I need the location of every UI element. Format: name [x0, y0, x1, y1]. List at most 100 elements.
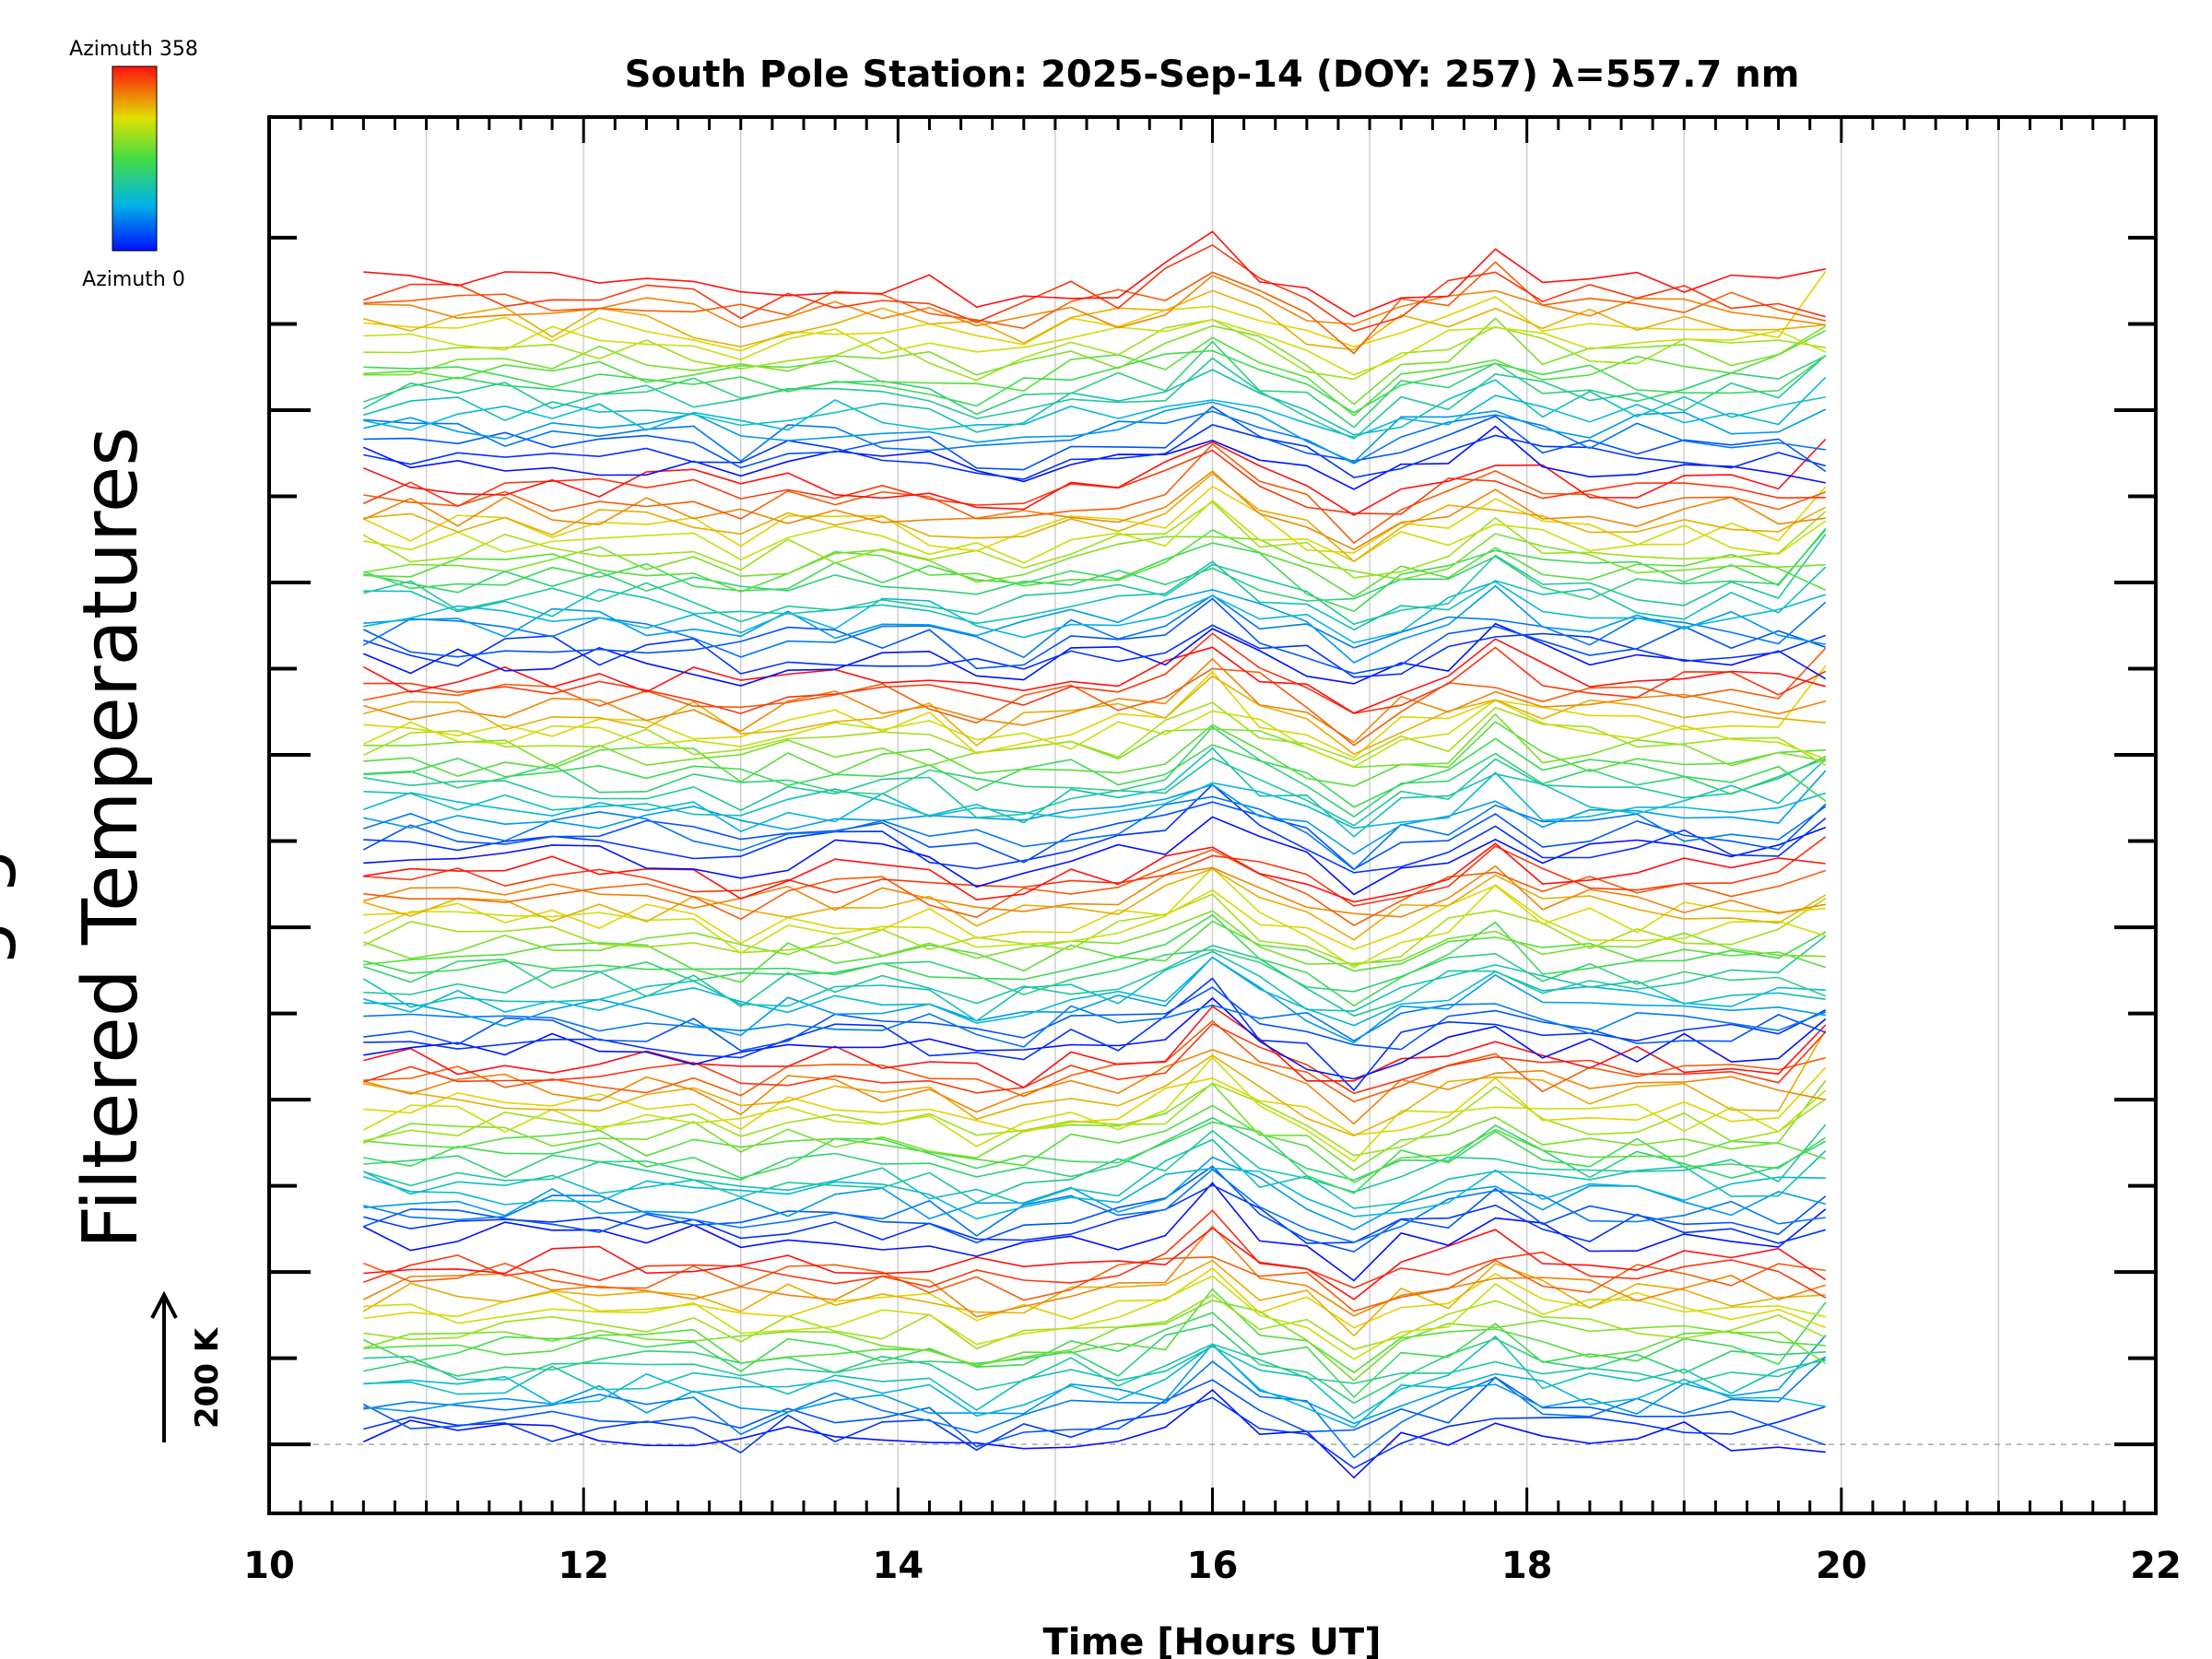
- azimuth-trace: [363, 349, 1827, 414]
- azimuth-trace: [363, 289, 1826, 351]
- azimuth-trace: [363, 1167, 1826, 1220]
- azimuth-trace: [363, 318, 1826, 382]
- azimuth-trace: [363, 1343, 1827, 1391]
- azimuth-trace: [363, 1104, 1827, 1184]
- azimuth-trace: [363, 771, 1827, 833]
- azimuth-trace: [363, 1227, 1827, 1300]
- azimuth-trace: [362, 1182, 1827, 1282]
- axis-ticks: [267, 117, 2158, 1513]
- azimuth-trace: [363, 747, 1827, 838]
- x-tick-label: 16: [1187, 1545, 1239, 1587]
- azimuth-trace: [363, 230, 1826, 318]
- azimuth-trace: [362, 354, 1827, 441]
- azimuth-trace: [363, 376, 1827, 439]
- azimuth-trace: [363, 836, 1827, 907]
- azimuth-trace: [362, 470, 1826, 551]
- azimuth-trace: [363, 274, 1826, 329]
- azimuth-trace: [363, 1019, 1826, 1103]
- azimuth-trace: [362, 1225, 1827, 1318]
- azimuth-trace: [363, 527, 1827, 613]
- azimuth-trace: [363, 1030, 1827, 1137]
- azimuth-trace: [363, 657, 1827, 744]
- azimuth-trace: [362, 701, 1827, 767]
- azimuth-trace: [363, 1335, 1826, 1420]
- azimuth-trace: [362, 597, 1827, 675]
- azimuth-trace: [363, 1294, 1827, 1350]
- azimuth-trace: [363, 1255, 1826, 1312]
- azimuth-trace: [363, 1184, 1827, 1244]
- chart-title: South Pole Station: 2025-Sep-14 (DOY: 25…: [625, 53, 1800, 96]
- azimuth-trace: [363, 533, 1826, 583]
- azimuth-trace: [363, 1266, 1827, 1329]
- azimuth-trace: [363, 472, 1827, 563]
- azimuth-trace: [363, 795, 1827, 871]
- azimuth-trace: [363, 986, 1827, 1052]
- azimuth-trace: [363, 884, 1826, 950]
- colorbar: Azimuth 358 Azimuth 0: [69, 38, 198, 291]
- azimuth-trace: [363, 675, 1826, 756]
- x-tick-labels: 10 12 14 16 18 20 22: [243, 1545, 2182, 1587]
- colorbar-gradient: [112, 65, 158, 252]
- azimuth-trace: [363, 1121, 1827, 1194]
- x-tick-label: 12: [558, 1545, 609, 1587]
- azimuth-trace: [363, 329, 1827, 418]
- grid: [425, 117, 2000, 1513]
- azimuth-trace: [363, 1082, 1827, 1157]
- azimuth-trace: [363, 632, 1827, 714]
- azimuth-trace: [363, 500, 1827, 564]
- azimuth-trace: [363, 424, 1827, 480]
- azimuth-trace: [363, 243, 1827, 333]
- azimuth-trace: [363, 956, 1826, 1027]
- azimuth-trace: [363, 401, 1827, 464]
- azimuth-trace: [363, 1003, 1827, 1048]
- azimuth-trace: [363, 1049, 1826, 1125]
- azimuth-trace: [363, 1324, 1826, 1405]
- azimuth-trace: [363, 270, 1827, 352]
- azimuth-trace: [363, 410, 1826, 465]
- azimuth-trace: [363, 1124, 1827, 1204]
- azimuth-trace: [363, 317, 1827, 406]
- azimuth-trace: [362, 950, 1826, 1022]
- azimuth-trace: [363, 1300, 1827, 1382]
- azimuth-trace: [362, 500, 1827, 579]
- azimuth-trace: [363, 910, 1826, 965]
- azimuth-trace: [363, 1022, 1827, 1095]
- azimuth-trace: [363, 956, 1826, 1044]
- azimuth-trace: [362, 1376, 1827, 1448]
- azimuth-trace: [362, 1301, 1827, 1399]
- x-axis-label: Time [Hours UT]: [1043, 1621, 1382, 1659]
- scale-bar: 200 K: [150, 1290, 226, 1442]
- azimuth-trace: [363, 369, 1826, 436]
- azimuth-trace: [363, 867, 1827, 941]
- azimuth-trace: [362, 438, 1827, 516]
- azimuth-trace: [363, 318, 1827, 376]
- azimuth-trace: [363, 1005, 1827, 1088]
- azimuth-trace: [362, 638, 1827, 714]
- azimuth-trace: [362, 866, 1827, 969]
- azimuth-trace: [363, 340, 1827, 429]
- azimuth-trace: [363, 842, 1826, 903]
- azimuth-trace: [363, 849, 1827, 927]
- y-axis-label-clipped: g g: [0, 848, 18, 968]
- x-tick-label: 10: [243, 1545, 295, 1587]
- azimuth-trace: [363, 1165, 1827, 1253]
- azimuth-trace: [362, 893, 1827, 967]
- azimuth-trace: [363, 721, 1826, 787]
- azimuth-trace: [363, 624, 1827, 678]
- azimuth-trace: [363, 406, 1827, 473]
- azimuth-trace: [362, 1079, 1827, 1171]
- scale-bar-label: 200 K: [189, 1326, 226, 1429]
- azimuth-trace: [363, 581, 1827, 644]
- azimuth-trace: [363, 665, 1827, 759]
- traces: [362, 230, 1827, 1479]
- x-tick-label: 22: [2130, 1545, 2182, 1587]
- colorbar-top-label: Azimuth 358: [69, 38, 198, 61]
- azimuth-trace: [363, 920, 1827, 983]
- x-tick-label: 14: [872, 1545, 924, 1587]
- azimuth-trace: [363, 560, 1827, 631]
- azimuth-trace: [363, 816, 1827, 896]
- azimuth-trace: [362, 1259, 1826, 1337]
- azimuth-trace: [363, 1116, 1827, 1182]
- azimuth-trace: [363, 529, 1827, 602]
